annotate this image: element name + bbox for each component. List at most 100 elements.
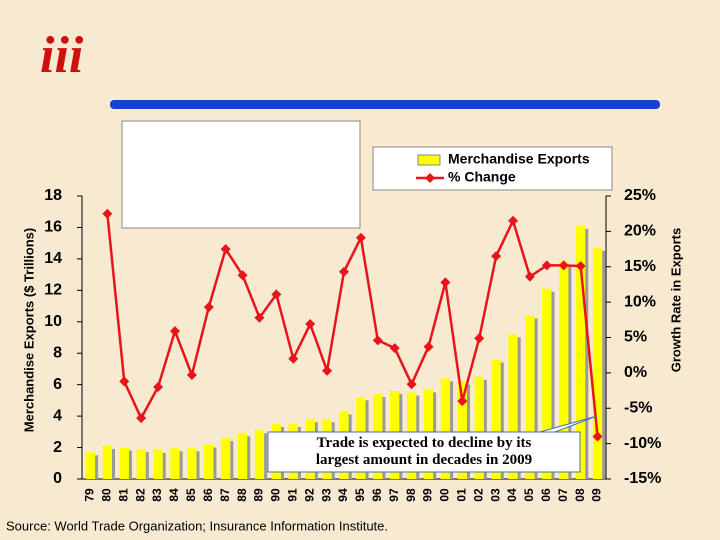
marker bbox=[423, 341, 434, 352]
marker bbox=[541, 260, 552, 271]
marker bbox=[237, 270, 248, 281]
bar bbox=[153, 449, 163, 479]
x-tick-label: 85 bbox=[184, 488, 198, 502]
annotation-box bbox=[267, 431, 581, 473]
x-tick-label: 88 bbox=[235, 488, 249, 502]
bar bbox=[136, 449, 146, 479]
legend-box bbox=[372, 146, 613, 191]
y-tick-label: 14 bbox=[44, 250, 62, 267]
bar bbox=[474, 376, 484, 479]
marker bbox=[254, 312, 265, 323]
x-tick-label: 98 bbox=[404, 488, 418, 502]
x-tick-label: 82 bbox=[133, 488, 147, 502]
marker bbox=[153, 382, 164, 393]
bar bbox=[119, 447, 129, 479]
annotation-wrap: Trade is expected to decline by its larg… bbox=[315, 435, 533, 468]
legend-label: % Change bbox=[448, 169, 516, 185]
logo: iii bbox=[40, 27, 84, 84]
y2-tick-label: 0% bbox=[624, 364, 647, 381]
y-tick-label: 18 bbox=[44, 187, 62, 204]
y-tick-label: 12 bbox=[44, 282, 62, 299]
bar bbox=[221, 438, 231, 479]
marker bbox=[136, 413, 147, 424]
marker bbox=[406, 379, 417, 390]
y-axis-label: Merchandise Exports ($ Trillions) bbox=[21, 228, 36, 432]
marker bbox=[169, 326, 180, 337]
x-tick-label: 07 bbox=[556, 488, 570, 502]
bar bbox=[559, 262, 569, 479]
y-tick-label: 8 bbox=[53, 344, 62, 361]
x-tick-label: 79 bbox=[83, 488, 97, 502]
x-tick-label: 83 bbox=[150, 488, 164, 502]
marker bbox=[186, 369, 197, 380]
marker bbox=[119, 376, 130, 387]
marker bbox=[305, 319, 316, 330]
x-tick-label: 06 bbox=[539, 488, 553, 502]
x-tick-label: 91 bbox=[285, 488, 299, 502]
x-tick-label: 92 bbox=[302, 488, 316, 502]
x-tick-label: 02 bbox=[471, 488, 485, 502]
x-tick-label: 90 bbox=[269, 488, 283, 502]
x-tick-label: 01 bbox=[454, 488, 468, 502]
bar bbox=[170, 448, 180, 479]
bar bbox=[508, 334, 518, 479]
marker bbox=[288, 353, 299, 364]
marker bbox=[339, 266, 349, 277]
y2-tick-label: 15% bbox=[624, 258, 656, 275]
x-tick-label: 05 bbox=[522, 488, 536, 502]
marker bbox=[372, 335, 383, 346]
source: Source: World Trade Organization; Insura… bbox=[6, 518, 388, 533]
bar bbox=[187, 448, 197, 479]
line bbox=[106, 213, 599, 437]
header-bar bbox=[110, 100, 660, 109]
x-tick-label: 09 bbox=[590, 488, 604, 502]
y-tick-label: 10 bbox=[44, 313, 62, 330]
marker bbox=[355, 232, 366, 243]
x-tick-label: 84 bbox=[167, 488, 181, 502]
legend-label: Merchandise Exports bbox=[448, 151, 590, 167]
x-tick-label: 99 bbox=[421, 488, 435, 502]
marker bbox=[474, 333, 485, 344]
y-tick-label: 16 bbox=[44, 219, 62, 236]
bar bbox=[542, 288, 552, 479]
x-tick-label: 80 bbox=[100, 488, 114, 502]
marker bbox=[524, 271, 535, 282]
marker bbox=[203, 302, 214, 313]
bar bbox=[575, 225, 586, 479]
bar bbox=[102, 445, 113, 479]
marker bbox=[220, 244, 231, 255]
marker bbox=[508, 215, 519, 226]
marker bbox=[271, 289, 282, 300]
bar bbox=[525, 315, 535, 479]
marker bbox=[322, 365, 333, 376]
x-tick-label: 93 bbox=[319, 488, 333, 502]
y2-tick-label: 10% bbox=[624, 293, 656, 310]
x-tick-label: 96 bbox=[370, 488, 384, 502]
x-tick-label: 95 bbox=[353, 488, 367, 502]
y-tick-label: 6 bbox=[53, 376, 62, 393]
y2-tick-label: 5% bbox=[624, 329, 647, 346]
bar bbox=[592, 247, 603, 479]
bar bbox=[254, 430, 265, 479]
y2-tick-label: 25% bbox=[624, 187, 656, 204]
bar bbox=[491, 359, 501, 479]
y-tick-label: 2 bbox=[53, 439, 62, 456]
x-tick-label: 81 bbox=[116, 488, 130, 502]
x-tick-label: 00 bbox=[438, 488, 452, 502]
y2-tick-label: -5% bbox=[624, 399, 652, 416]
y-tick-label: 0 bbox=[53, 470, 62, 487]
x-tick-label: 08 bbox=[573, 488, 587, 502]
bar bbox=[237, 433, 248, 479]
x-tick-label: 94 bbox=[336, 488, 350, 502]
marker bbox=[457, 396, 468, 407]
legend-swatch bbox=[417, 154, 441, 166]
placeholder-box bbox=[121, 120, 361, 229]
annotation: Trade is expected to decline by its larg… bbox=[315, 435, 533, 468]
legend-marker bbox=[425, 173, 435, 183]
bar bbox=[457, 381, 467, 479]
x-tick-label: 97 bbox=[387, 488, 401, 502]
marker bbox=[389, 343, 400, 354]
y2-tick-label: 20% bbox=[624, 223, 656, 240]
x-tick-label: 03 bbox=[488, 488, 502, 502]
